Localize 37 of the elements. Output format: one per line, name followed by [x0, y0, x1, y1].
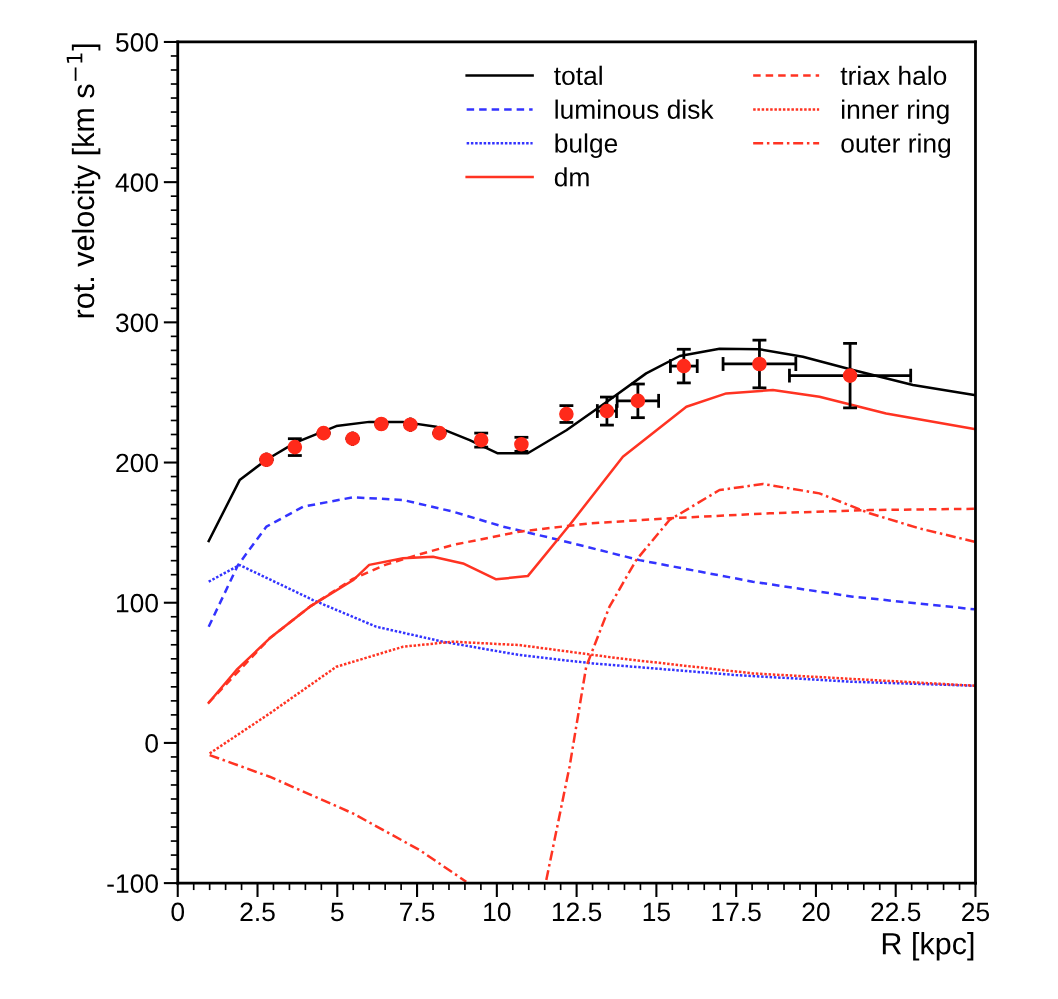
- x-tick-label: 7.5: [400, 902, 435, 922]
- x-tick-label: 5: [331, 902, 344, 922]
- legend-label: inner ring: [842, 99, 949, 125]
- x-tick-label: 17.5: [712, 902, 761, 922]
- legend-label: outer ring: [841, 133, 951, 158]
- y-axis-title: rot. velocity [km s$^{−1}$]: [66, 44, 101, 318]
- legend-label: triax halo: [840, 65, 947, 86]
- y-tick-label: 0: [145, 734, 158, 753]
- legend-label: luminous disk: [555, 99, 714, 119]
- point: [752, 356, 767, 372]
- x-tick-label: 25: [962, 902, 990, 922]
- x-tick-label: 12.5: [552, 902, 602, 922]
- x-tick-label: 20: [802, 902, 830, 922]
- point: [630, 393, 646, 409]
- y-tick-label: 500: [116, 33, 158, 52]
- point: [374, 416, 389, 432]
- y-tick-label: -100: [107, 874, 158, 893]
- point: [345, 431, 360, 446]
- x-tick-label: 2.5: [240, 902, 275, 922]
- x-axis-title: R [kpc]: [882, 932, 974, 961]
- x-tick-label: 10: [484, 902, 511, 922]
- point: [403, 417, 418, 432]
- legend-label: total: [554, 65, 602, 86]
- x-tick-label: 22.5: [871, 902, 921, 922]
- point: [432, 425, 447, 441]
- y-tick-label: 100: [116, 593, 158, 613]
- legend-label: bulge: [555, 133, 618, 158]
- point: [316, 425, 331, 441]
- point: [842, 368, 858, 383]
- legend-label: dm: [554, 167, 589, 187]
- point: [259, 452, 274, 468]
- x-tick-label: 0: [171, 902, 185, 922]
- x-tick-label: 15: [643, 902, 670, 922]
- point: [676, 358, 692, 374]
- y-tick-label: 400: [115, 173, 158, 192]
- y-tick-label: 300: [115, 313, 158, 333]
- y-tick-label: 200: [116, 453, 158, 473]
